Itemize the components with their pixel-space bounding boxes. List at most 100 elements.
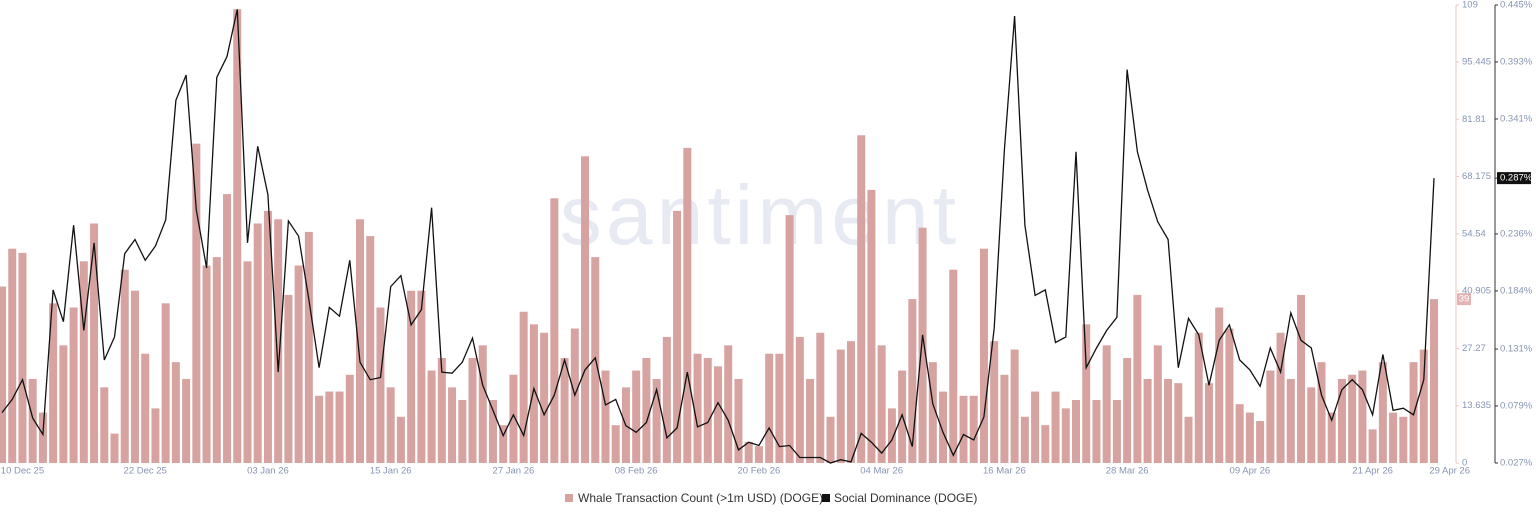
bar [141,353,150,463]
bar [581,156,590,463]
bar [877,345,886,463]
bar [1389,412,1398,463]
bar [1245,412,1254,463]
bar [509,374,518,463]
y-tick-label: 109 [1462,0,1478,11]
bar [366,236,375,463]
bar [857,135,866,463]
bar [448,387,457,463]
bar [1297,294,1306,463]
bar [49,303,58,463]
bar [1307,387,1316,463]
bar [396,416,405,463]
last-value-label: 39 [1459,294,1470,305]
bar [38,412,47,463]
bar [724,345,733,463]
bar [918,227,927,463]
bar [1256,420,1265,463]
bar [325,391,334,463]
y-tick-label: 54.54 [1462,228,1486,239]
y-tick-label: 13.635 [1462,400,1491,411]
bar [161,303,170,463]
bar [202,265,211,463]
legend-label: Social Dominance (DOGE) [834,491,977,505]
y2-tick-label: 0.184% [1500,285,1533,296]
bar [182,378,191,463]
x-tick-label: 21 Apr 26 [1352,466,1393,477]
bar [427,370,436,463]
bar [703,357,712,463]
bar [846,341,855,463]
legend-swatch [822,494,830,502]
bar [0,286,6,463]
x-tick-label: 03 Jan 26 [247,466,289,477]
x-tick-label: 10 Dec 25 [1,466,44,477]
bar [1358,370,1367,463]
bar [1215,307,1224,463]
bar [376,307,385,463]
bar [345,374,354,463]
bar [499,425,508,463]
bar [1164,378,1173,463]
y2-tick-label: 0.131% [1500,344,1533,355]
bar [437,357,446,463]
y2-tick-label: 0.341% [1500,113,1533,124]
line [1,9,1435,464]
bar [171,362,180,463]
x-tick-label: 22 Dec 25 [124,466,167,477]
bar [1041,425,1050,463]
bar [110,433,119,463]
bar [754,446,763,463]
y2-tick-label: 0.236% [1500,229,1533,240]
bar [1399,416,1408,463]
bar [816,332,825,463]
bar [795,336,804,463]
bar [550,198,559,463]
bar [806,378,815,463]
bar [1317,362,1326,463]
bar [601,370,610,463]
bar [1143,378,1152,463]
bar [90,223,99,463]
bar [274,219,283,463]
bar [836,349,845,463]
bar [233,9,242,463]
y-tick-label: 40.905 [1462,286,1491,297]
y2-tick-label: 0.027% [1500,458,1533,469]
bar [949,269,958,463]
x-tick-label: 27 Jan 26 [493,466,535,477]
bar [1348,374,1357,463]
bar [120,269,129,463]
bar [652,378,661,463]
bar [540,332,549,463]
bar [1123,357,1132,463]
bar [1010,349,1019,463]
y2-tick-label: 0.287% [1500,173,1533,184]
bar [458,399,467,463]
bar [1184,416,1193,463]
bar [939,391,948,463]
bar [785,215,794,463]
bar [315,395,324,463]
legend-label: Whale Transaction Count (>1m USD) (DOGE) [578,491,823,505]
bar [1020,416,1029,463]
bar [407,290,416,463]
bar [1133,294,1142,463]
bar [662,336,671,463]
last-value-badge [1457,293,1471,306]
bar [1204,383,1213,463]
bar [304,231,313,463]
bar [69,307,78,463]
bar [1112,399,1121,463]
bar [28,378,37,463]
bar [1072,399,1080,463]
bar [1419,349,1428,463]
x-tick-label: 20 Feb 26 [738,466,781,477]
bar [1276,332,1285,463]
x-tick-label: 15 Jan 26 [370,466,412,477]
last-value-badge [1497,172,1531,185]
bar [417,290,426,463]
y-tick-label: 81.81 [1462,114,1486,125]
bar [1102,345,1111,463]
